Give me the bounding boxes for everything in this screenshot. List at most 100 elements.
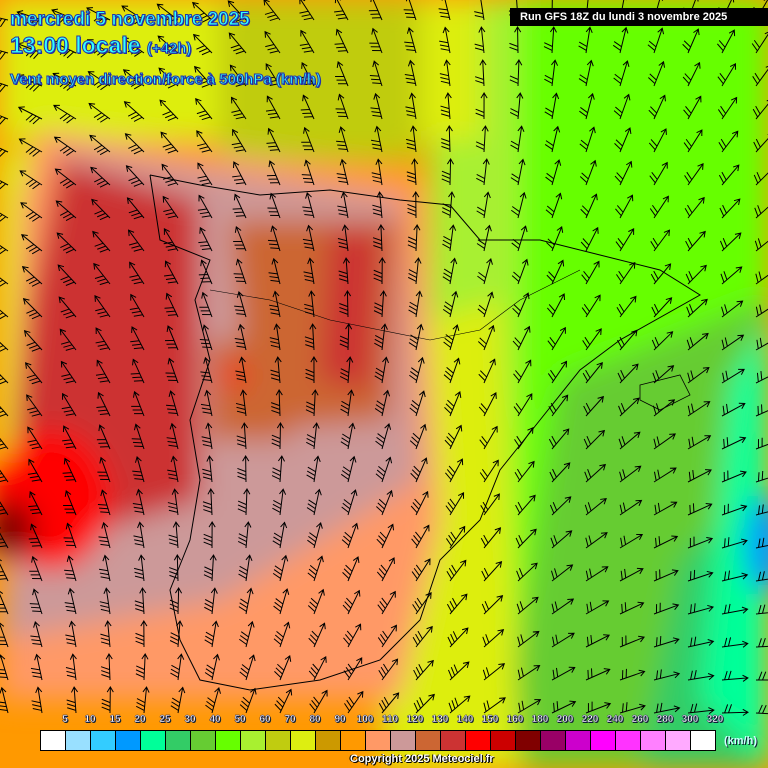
- legend-swatch: [391, 731, 416, 750]
- lead-time: (+42h): [146, 40, 192, 58]
- legend-swatch: [591, 731, 616, 750]
- wind-barb: [95, 327, 111, 351]
- wind-barb: [751, 31, 768, 54]
- wind-barb: [583, 395, 604, 417]
- wind-barb: [166, 390, 179, 417]
- wind-barb: [721, 402, 746, 417]
- wind-barb: [227, 0, 247, 22]
- wind-barb: [686, 332, 709, 351]
- wind-barb: [306, 488, 322, 516]
- wind-barb: [585, 634, 611, 648]
- wind-barb: [544, 125, 561, 153]
- wind-barb: [409, 423, 427, 450]
- legend-label: 10: [84, 714, 96, 725]
- wind-barb: [648, 60, 666, 87]
- wind-barb: [17, 74, 43, 92]
- wind-barb: [239, 654, 256, 681]
- wind-barb: [263, 0, 281, 22]
- wind-barb: [516, 596, 539, 615]
- wind-barb: [547, 360, 568, 384]
- wind-barb: [167, 488, 179, 516]
- wind-barb: [476, 158, 490, 186]
- wind-barb: [578, 26, 593, 54]
- wind-barb: [132, 456, 145, 483]
- wind-barb: [31, 686, 43, 714]
- wind-barb: [135, 620, 148, 648]
- wind-barb: [721, 670, 749, 682]
- wind-barb: [412, 625, 433, 648]
- wind-barb: [343, 623, 362, 648]
- wind-barb: [370, 125, 383, 153]
- wind-barb: [337, 224, 349, 252]
- wind-barb: [65, 653, 77, 681]
- wind-barb: [721, 704, 749, 716]
- wind-barb: [508, 0, 519, 21]
- wind-barb: [721, 470, 747, 483]
- wind-barb: [170, 686, 186, 714]
- wind-barb: [514, 426, 534, 450]
- wind-barb: [135, 686, 150, 714]
- wind-barb: [619, 702, 646, 714]
- legend-swatch: [316, 731, 341, 750]
- legend-label: 15: [109, 714, 121, 725]
- wind-barb: [474, 26, 486, 54]
- wind-barb: [511, 258, 529, 285]
- wind-barb: [615, 228, 635, 252]
- wind-barb: [268, 257, 281, 285]
- wind-barb: [413, 693, 435, 714]
- wind-barb: [63, 490, 77, 516]
- legend-label: 40: [209, 714, 221, 725]
- wind-barb: [270, 356, 282, 384]
- wind-barb: [514, 460, 535, 483]
- wind-barb: [306, 422, 320, 450]
- wind-barb: [753, 171, 768, 186]
- legend-label: 260: [631, 714, 649, 725]
- wind-barb: [66, 686, 78, 714]
- wind-barb: [202, 455, 214, 483]
- legend-swatch: [416, 731, 441, 750]
- wind-barb: [23, 329, 43, 352]
- wind-barb: [683, 129, 703, 153]
- legend-label: 150: [481, 714, 499, 725]
- wind-barb: [235, 356, 247, 384]
- wind-barb: [130, 358, 145, 384]
- wind-barb: [687, 536, 714, 549]
- wind-barb: [687, 469, 712, 483]
- wind-barb: [232, 161, 247, 186]
- wind-barb: [0, 622, 9, 648]
- wind-barb: [86, 7, 111, 26]
- wind-barb: [373, 290, 387, 318]
- wind-barb: [444, 424, 463, 450]
- legend-label: 220: [581, 714, 599, 725]
- legend-label: 80: [309, 714, 321, 725]
- wind-barb: [687, 435, 712, 450]
- wind-barb: [0, 501, 9, 516]
- wind-barb: [721, 300, 744, 318]
- wind-barb: [721, 436, 747, 450]
- wind-barb: [721, 503, 748, 516]
- wind-barb: [551, 598, 575, 615]
- wind-barb: [618, 397, 640, 417]
- legend-label: 280: [656, 714, 674, 725]
- wind-barb: [0, 212, 9, 222]
- wind-barb: [653, 669, 681, 681]
- wind-barb: [581, 294, 601, 318]
- wind-barb: [550, 564, 574, 582]
- wind-barb: [719, 232, 742, 252]
- wind-barb: [52, 72, 77, 91]
- wind-barb: [88, 102, 111, 123]
- wind-barb: [653, 535, 679, 549]
- legend-swatch: [66, 731, 91, 750]
- wind-barb: [200, 356, 213, 384]
- wind-barb: [375, 423, 392, 450]
- wind-barb: [29, 588, 43, 615]
- wind-barb: [161, 163, 179, 186]
- wind-barb: [513, 393, 533, 417]
- wind-barb: [340, 422, 356, 450]
- wind-barb: [229, 64, 247, 87]
- wind-barb: [56, 232, 77, 254]
- wind-barb: [717, 96, 738, 120]
- legend-swatch: [116, 731, 141, 750]
- wind-barb: [619, 635, 645, 648]
